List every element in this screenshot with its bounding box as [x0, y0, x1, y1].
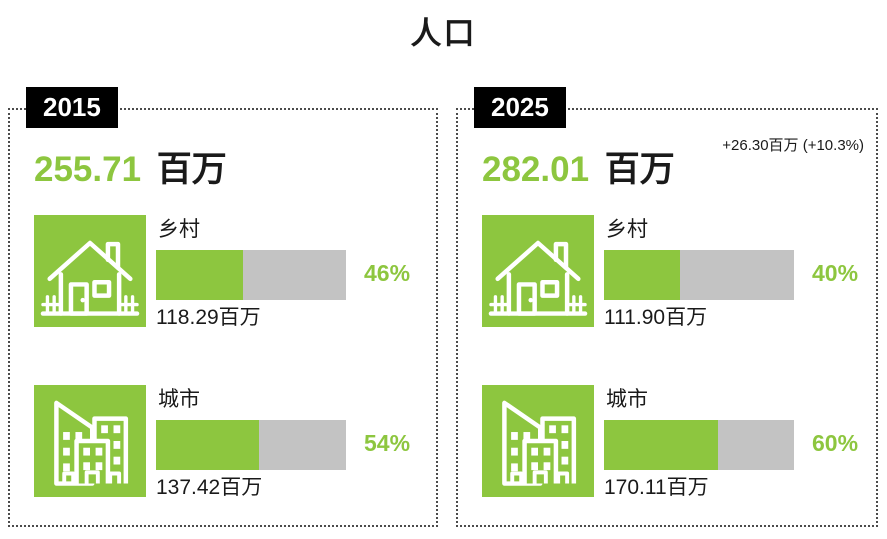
rural-bar: [156, 250, 346, 300]
growth-note: +26.30百万 (+10.3%): [722, 137, 864, 154]
buildings-icon: [34, 385, 146, 497]
rural-percent: 40%: [812, 260, 859, 286]
urban-bar: [156, 420, 346, 470]
total-population-2025: 282.01 百万: [482, 150, 675, 190]
rural-bar-group: 乡村 111.90百万: [604, 215, 794, 328]
rural-row: 乡村 111.90百万 40%: [482, 215, 862, 329]
rural-value: 118.29百万: [156, 306, 261, 329]
total-unit: 百万: [604, 150, 675, 189]
house-icon: [34, 215, 146, 327]
rural-row: 乡村 118.29百万 46%: [34, 215, 414, 329]
page-title: 人口: [410, 16, 477, 51]
urban-label: 城市: [158, 388, 200, 411]
urban-bar-group: 城市 137.42百万: [156, 385, 346, 498]
urban-bar: [604, 420, 794, 470]
urban-bar-group: 城市 170.11百万: [604, 385, 794, 498]
total-value: 282.01: [482, 150, 590, 189]
total-value: 255.71: [34, 150, 142, 189]
panel-2025: 2025 +26.30百万 (+10.3%) 282.01 百万: [456, 87, 878, 527]
rural-label: 乡村: [606, 218, 648, 241]
urban-bar-fill: [604, 420, 718, 470]
buildings-icon: [482, 385, 594, 497]
rural-bar: [604, 250, 794, 300]
house-icon: [482, 215, 594, 327]
urban-value: 137.42百万: [156, 476, 263, 499]
panel-2015: 2015 255.71 百万: [8, 87, 438, 527]
total-unit: 百万: [156, 150, 227, 189]
year-badge-2025: 2025: [474, 87, 566, 128]
rural-bar-group: 乡村 118.29百万: [156, 215, 346, 328]
urban-value: 170.11百万: [604, 476, 709, 499]
rural-bar-fill: [604, 250, 680, 300]
urban-row: 城市 170.11百万 60%: [482, 385, 862, 499]
rural-value: 111.90百万: [604, 306, 708, 329]
urban-label: 城市: [606, 388, 648, 411]
rural-bar-fill: [156, 250, 244, 300]
year-badge-2015: 2015: [26, 87, 118, 128]
rural-label: 乡村: [158, 218, 200, 241]
urban-percent: 54%: [364, 430, 411, 456]
urban-bar-fill: [156, 420, 259, 470]
urban-row: 城市 137.42百万 54%: [34, 385, 414, 499]
urban-percent: 60%: [812, 430, 859, 456]
rural-percent: 46%: [364, 260, 411, 286]
total-population-2015: 255.71 百万: [34, 150, 227, 190]
